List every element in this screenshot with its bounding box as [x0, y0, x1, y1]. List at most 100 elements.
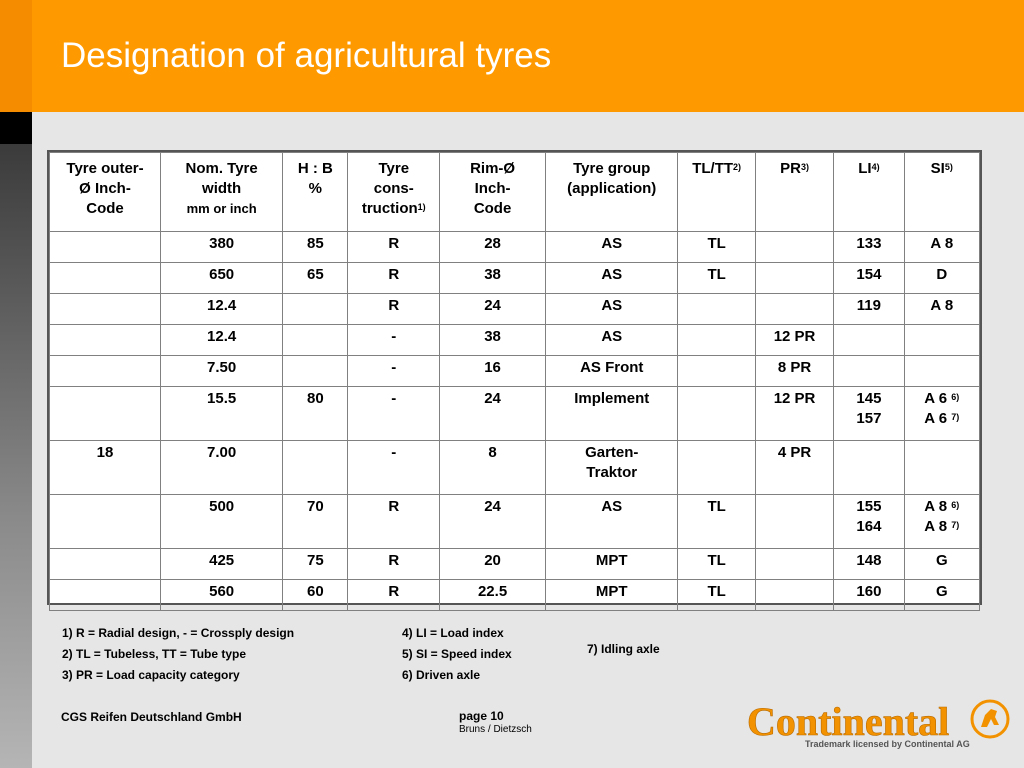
- table-cell: [754, 579, 835, 611]
- logo-wordmark: Continental: [747, 699, 949, 741]
- table-row: 380 85 R 28 AS TL 133 A 8: [48, 231, 981, 263]
- table-cell-text: D: [936, 266, 948, 283]
- table-cell: 16: [439, 355, 547, 387]
- table-cell-text: TL: [707, 266, 726, 283]
- table-cell: 119: [833, 293, 905, 325]
- table-header-row: Tyre outer- Ø Inch- Code Nom. Tyre width mm o…: [48, 152, 981, 232]
- column-header: Nom. Tyre width mm or inch: [160, 152, 284, 232]
- column-header-text: truction: [361, 200, 418, 217]
- table-cell: R: [347, 262, 441, 294]
- column-header-unit: mm or inch: [186, 201, 257, 216]
- table-cell: 15.5: [160, 386, 284, 441]
- table-cell-text: Traktor: [586, 464, 638, 481]
- table-cell: 75: [282, 548, 349, 580]
- table-row: 560 60 R 22.5 MPT TL 160 G: [48, 579, 981, 611]
- table-cell: [48, 293, 162, 325]
- table-cell: -: [347, 355, 441, 387]
- table-cell: A 8 6) A 8 7): [903, 494, 981, 549]
- footnote-6: 6) Driven axle: [402, 668, 481, 682]
- column-header-text: width: [202, 180, 242, 197]
- table-cell-text: 7.00: [207, 444, 237, 461]
- table-cell: MPT: [545, 548, 679, 580]
- column-header-text: H : B: [297, 160, 333, 177]
- table-row: 650 65 R 38 AS TL 154 D: [48, 262, 981, 294]
- table-cell: 18: [48, 440, 162, 495]
- column-header: SI5): [903, 152, 981, 232]
- table-cell-text: AS: [601, 235, 623, 252]
- column-header-text: cons-: [373, 180, 414, 197]
- table-cell-text: 75: [307, 552, 324, 569]
- table-cell: [903, 355, 981, 387]
- slide-title: Designation of agricultural tyres: [61, 36, 552, 75]
- table-cell-text: TL: [707, 498, 726, 515]
- footnote-2: 2) TL = Tubeless, TT = Tube type: [62, 647, 247, 661]
- table-cell: G: [903, 548, 981, 580]
- table-cell: [677, 440, 756, 495]
- footnote-ref: 7): [951, 412, 960, 422]
- table-cell: Garten- Traktor: [545, 440, 679, 495]
- table-cell-text: TL: [707, 552, 726, 569]
- column-header-text: Code: [86, 200, 124, 217]
- table-cell: 7.00: [160, 440, 284, 495]
- table-cell: 8: [439, 440, 547, 495]
- table-cell: [677, 355, 756, 387]
- column-header: Rim-Ø Inch- Code: [439, 152, 547, 232]
- table-cell: [48, 355, 162, 387]
- table-cell: [754, 494, 835, 549]
- table-cell: 20: [439, 548, 547, 580]
- table-row: 12.4 - 38 AS 12 PR: [48, 324, 981, 356]
- table-cell: AS: [545, 324, 679, 356]
- table-cell: [677, 324, 756, 356]
- table-cell-text: 119: [856, 297, 881, 314]
- table-cell: 148: [833, 548, 905, 580]
- table-cell-text: 133: [856, 235, 882, 252]
- column-header-text: %: [308, 180, 323, 197]
- column-header: Tyre group (application): [545, 152, 679, 232]
- column-header: PR3): [754, 152, 835, 232]
- table-cell: 12.4: [160, 324, 284, 356]
- table-cell-text: 24: [484, 297, 501, 314]
- table-cell-text: 70: [307, 498, 324, 515]
- table-cell: [48, 548, 162, 580]
- table-cell: 155 164: [833, 494, 905, 549]
- table-cell: [48, 262, 162, 294]
- table-cell: 24: [439, 386, 547, 441]
- table-cell-text: G: [935, 552, 948, 569]
- footnote-ref: 3): [800, 162, 809, 172]
- table-cell: A 6 6) A 6 7): [903, 386, 981, 441]
- table-cell-text: -: [391, 359, 397, 376]
- table-cell-text: R: [388, 498, 400, 515]
- continental-logo: Continental: [745, 697, 1010, 746]
- table-cell: [282, 440, 349, 495]
- table-row: 12.4 R 24 AS 119 A 8: [48, 293, 981, 325]
- table-cell: TL: [677, 494, 756, 549]
- table-cell: [48, 386, 162, 441]
- table-cell-text: R: [388, 583, 400, 600]
- table-cell: TL: [677, 262, 756, 294]
- footnote-7: 7) Idling axle: [587, 642, 660, 656]
- table-cell: R: [347, 494, 441, 549]
- company-name: CGS Reifen Deutschland GmbH: [61, 710, 242, 724]
- table-cell: G: [903, 579, 981, 611]
- footnote-ref: 6): [951, 500, 960, 510]
- table-cell: [833, 355, 905, 387]
- table-cell: [754, 548, 835, 580]
- table-cell-text: R: [388, 235, 400, 252]
- table-cell: -: [347, 324, 441, 356]
- column-header-text: TL/TT: [692, 160, 734, 177]
- table-cell: [48, 579, 162, 611]
- table-cell-text: 155: [856, 498, 882, 515]
- table-cell: AS: [545, 293, 679, 325]
- table-cell: D: [903, 262, 981, 294]
- column-header-text: Nom. Tyre: [185, 160, 258, 177]
- table-row: 18 7.00 - 8 Garten- Traktor 4 PR: [48, 440, 981, 495]
- column-header-text: LI: [858, 160, 872, 177]
- column-header-text: PR: [780, 160, 801, 177]
- table-cell: AS: [545, 494, 679, 549]
- table-cell: Implement: [545, 386, 679, 441]
- table-cell: 24: [439, 293, 547, 325]
- table-cell: [677, 293, 756, 325]
- table-cell-text: Implement: [574, 390, 650, 407]
- table-cell: 24: [439, 494, 547, 549]
- table-cell-text: 8: [488, 444, 497, 461]
